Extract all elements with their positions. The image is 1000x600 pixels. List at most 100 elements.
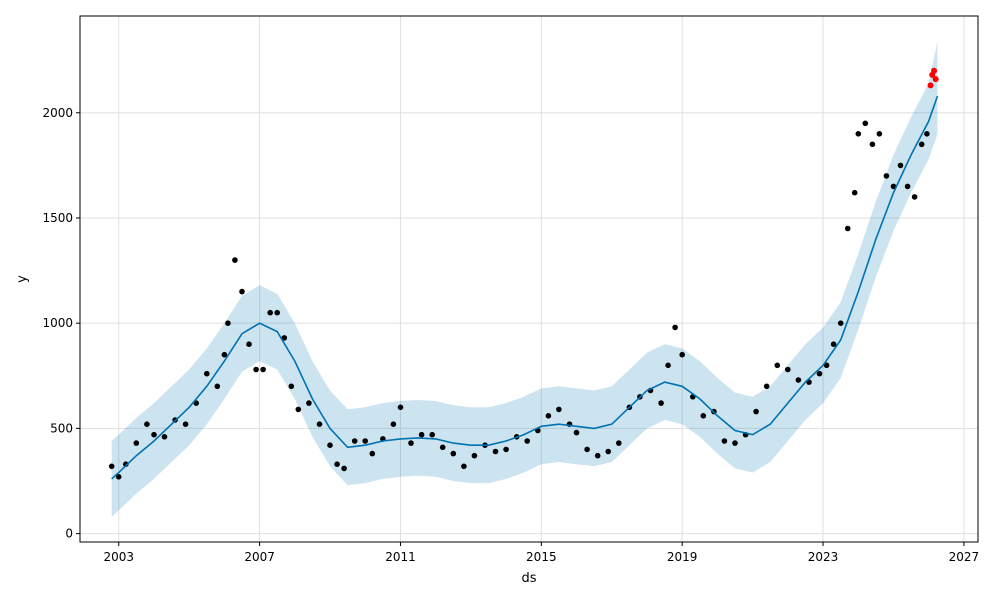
observed-point bbox=[225, 320, 231, 327]
observed-point bbox=[221, 351, 228, 358]
observed-point bbox=[605, 448, 611, 455]
uncertainty-band bbox=[111, 41, 938, 517]
observed-point bbox=[161, 434, 168, 440]
observed-layer bbox=[108, 120, 930, 480]
observed-point bbox=[732, 440, 738, 446]
observed-point bbox=[492, 448, 499, 455]
observed-point bbox=[816, 370, 823, 377]
observed-point bbox=[679, 351, 685, 358]
observed-point bbox=[151, 431, 157, 438]
observed-point bbox=[461, 463, 467, 470]
observed-point bbox=[397, 404, 404, 411]
observed-point bbox=[182, 421, 189, 428]
observed-point bbox=[584, 446, 590, 453]
observed-point bbox=[851, 189, 858, 196]
observed-point bbox=[334, 461, 340, 468]
observed-point bbox=[214, 383, 221, 390]
observed-point bbox=[281, 335, 288, 341]
observed-point bbox=[545, 413, 552, 419]
observed-point bbox=[876, 131, 883, 137]
observed-point bbox=[316, 421, 323, 428]
y-tick-label: 0 bbox=[65, 527, 73, 541]
observed-point bbox=[204, 370, 210, 377]
observed-point bbox=[774, 362, 781, 369]
observed-point bbox=[883, 173, 890, 179]
observed-point bbox=[390, 421, 397, 428]
observed-point bbox=[665, 362, 671, 369]
x-tick-label: 2023 bbox=[808, 550, 839, 564]
observed-point bbox=[133, 440, 140, 446]
observed-point bbox=[823, 362, 830, 369]
observed-point bbox=[763, 383, 770, 390]
recent-observed-point bbox=[927, 82, 934, 89]
observed-point bbox=[503, 446, 509, 453]
observed-point bbox=[239, 288, 245, 295]
observed-point bbox=[524, 438, 530, 444]
observed-point bbox=[369, 450, 376, 457]
x-tick-label: 2007 bbox=[244, 550, 275, 564]
observed-point bbox=[295, 406, 302, 413]
observed-point bbox=[471, 452, 478, 459]
observed-point bbox=[144, 421, 150, 428]
grid-layer bbox=[80, 16, 978, 542]
observed-point bbox=[556, 406, 562, 413]
observed-point bbox=[288, 383, 295, 390]
x-tick-label: 2011 bbox=[385, 550, 416, 564]
observed-point bbox=[785, 366, 791, 373]
observed-point bbox=[862, 120, 869, 127]
forecast-line bbox=[111, 95, 939, 480]
observed-point bbox=[830, 341, 837, 348]
observed-point bbox=[253, 366, 259, 373]
observed-point bbox=[232, 257, 238, 263]
recent-observed-point bbox=[932, 76, 939, 83]
y-tick-label: 500 bbox=[50, 421, 73, 435]
x-tick-label: 2019 bbox=[667, 550, 698, 564]
plot-frame bbox=[79, 15, 979, 543]
recent-layer bbox=[927, 67, 939, 89]
observed-point bbox=[418, 431, 425, 438]
observed-point bbox=[267, 309, 274, 316]
observed-point bbox=[924, 131, 930, 137]
observed-point bbox=[837, 320, 844, 327]
observed-point bbox=[753, 408, 759, 415]
observed-point bbox=[918, 141, 925, 148]
observed-point bbox=[855, 131, 862, 137]
observed-point bbox=[795, 377, 802, 383]
observed-point bbox=[897, 162, 904, 169]
observed-point bbox=[658, 400, 664, 406]
observed-point bbox=[869, 141, 876, 148]
x-tick-label: 2003 bbox=[103, 550, 134, 564]
observed-point bbox=[904, 183, 911, 190]
observed-point bbox=[351, 438, 358, 444]
observed-point bbox=[115, 474, 122, 480]
observed-point bbox=[274, 309, 281, 316]
observed-point bbox=[408, 440, 414, 446]
observed-point bbox=[108, 463, 115, 470]
recent-observed-point bbox=[931, 67, 937, 74]
observed-point bbox=[844, 225, 851, 232]
x-tick-label: 2015 bbox=[526, 550, 557, 564]
observed-point bbox=[362, 438, 369, 444]
observed-point bbox=[450, 450, 457, 457]
observed-point bbox=[911, 194, 918, 200]
observed-point bbox=[429, 431, 436, 438]
observed-point bbox=[616, 440, 622, 446]
observed-point bbox=[260, 366, 266, 373]
observed-point bbox=[721, 438, 728, 444]
y-tick-label: 1500 bbox=[42, 211, 73, 225]
observed-point bbox=[306, 400, 312, 406]
observed-point bbox=[341, 465, 347, 472]
interval-layer bbox=[111, 41, 938, 517]
observed-point bbox=[246, 341, 252, 348]
observed-point bbox=[594, 452, 601, 459]
observed-point bbox=[327, 442, 333, 449]
y-tick-label: 1000 bbox=[42, 316, 73, 330]
observed-point bbox=[700, 413, 707, 419]
y-tick-label: 2000 bbox=[42, 106, 73, 120]
x-tick-label: 2027 bbox=[949, 550, 980, 564]
axis-layer: 2003 2007 2011 2015 2019 2023 2027 0 500 1000 1500… bbox=[42, 106, 979, 564]
observed-point bbox=[573, 429, 580, 436]
y-axis-label: y bbox=[15, 275, 30, 283]
